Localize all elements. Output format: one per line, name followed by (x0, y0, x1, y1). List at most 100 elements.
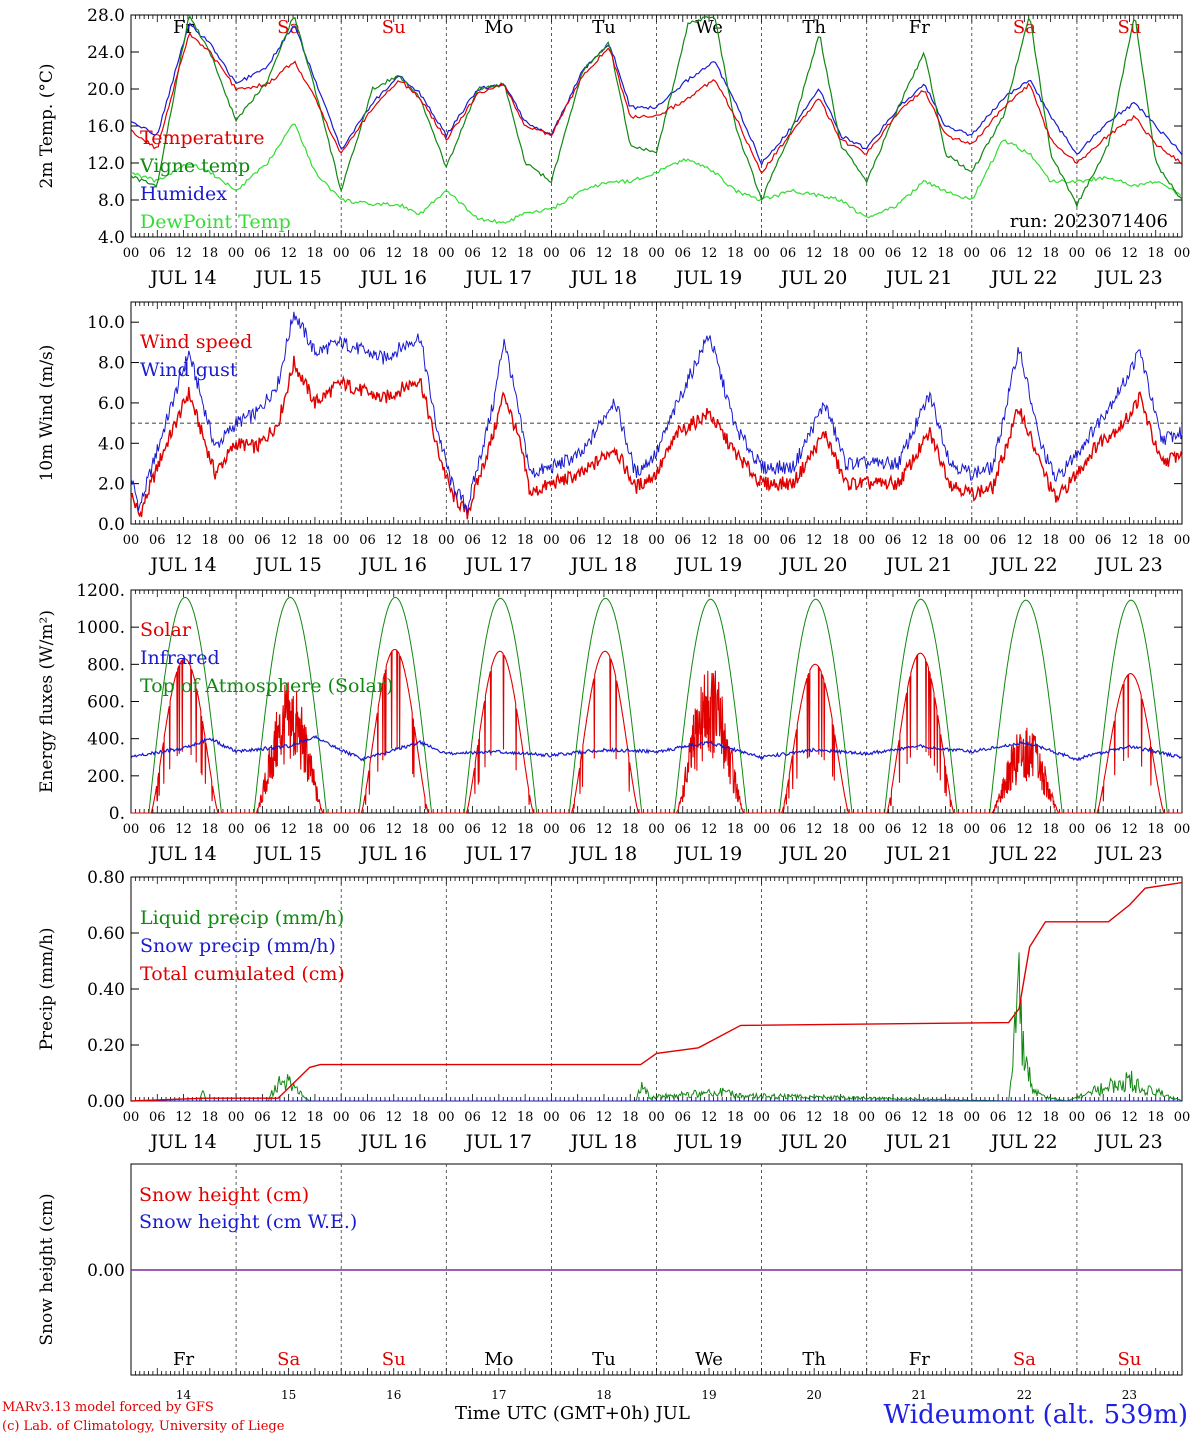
hour-tick-label: 18 (517, 822, 534, 837)
hour-tick-label: 00 (858, 533, 875, 548)
hour-tick-label: 18 (1042, 822, 1059, 837)
hour-tick-label: 12 (385, 533, 402, 548)
legend-entry: Liquid precip (mm/h) (140, 907, 344, 929)
hour-tick-label: 12 (911, 533, 928, 548)
hour-tick-label: 00 (964, 1110, 981, 1125)
day-number-label: 17 (491, 1388, 506, 1402)
series-line-solar (131, 648, 1182, 814)
hour-tick-label: 00 (858, 246, 875, 261)
hour-tick-label: 00 (438, 822, 455, 837)
weekday-label: Mo (484, 1349, 513, 1370)
hour-tick-label: 12 (175, 1110, 192, 1125)
day-label: JUL 15 (253, 554, 321, 576)
hour-tick-label: 18 (412, 533, 429, 548)
hour-tick-label: 12 (1016, 1110, 1033, 1125)
hour-tick-label: 06 (1095, 246, 1112, 261)
model-credits: MARv3.13 model forced by GFS (c) Lab. of… (2, 1398, 284, 1436)
hour-tick-label: 06 (675, 1110, 692, 1125)
y-tick-label: 6.0 (98, 394, 125, 414)
day-number-label: 20 (807, 1388, 822, 1402)
hour-tick-label: 18 (202, 533, 219, 548)
hour-tick-label: 06 (990, 246, 1007, 261)
hour-tick-label: 18 (307, 533, 324, 548)
hour-tick-label: 00 (228, 246, 245, 261)
hour-tick-label: 00 (438, 533, 455, 548)
day-label: JUL 19 (674, 1131, 742, 1153)
hour-tick-label: 06 (149, 246, 166, 261)
hour-tick-label: 00 (543, 822, 560, 837)
day-label: JUL 21 (884, 1131, 952, 1153)
day-label: JUL 19 (674, 267, 742, 289)
hour-tick-label: 18 (622, 246, 639, 261)
hour-tick-label: 00 (438, 246, 455, 261)
hour-tick-label: 06 (1095, 822, 1112, 837)
y-tick-label: 0.0 (98, 515, 125, 535)
legend-entry: Humidex (140, 183, 227, 205)
hour-tick-label: 18 (727, 822, 744, 837)
hour-tick-label: 00 (333, 1110, 350, 1125)
day-label: JUL 23 (1094, 1131, 1162, 1153)
hour-tick-label: 12 (385, 822, 402, 837)
weekday-label: Su (1117, 1349, 1141, 1370)
hour-tick-label: 12 (1121, 246, 1138, 261)
hour-tick-label: 00 (964, 533, 981, 548)
hour-tick-label: 06 (149, 533, 166, 548)
hour-tick-label: 00 (648, 246, 665, 261)
hour-tick-label: 06 (359, 1110, 376, 1125)
day-label: JUL 21 (884, 843, 952, 865)
weekday-label: We (695, 1349, 723, 1370)
weekday-label: Th (802, 1349, 826, 1370)
hour-tick-label: 06 (464, 533, 481, 548)
hour-tick-label: 06 (464, 1110, 481, 1125)
hour-tick-label: 00 (1174, 533, 1191, 548)
y-tick-label: 1000. (76, 618, 125, 638)
hour-tick-label: 18 (307, 246, 324, 261)
y-tick-label: 400. (87, 730, 125, 750)
hour-tick-label: 06 (885, 246, 902, 261)
y-tick-label: 0.00 (87, 1261, 125, 1281)
hour-tick-label: 18 (937, 822, 954, 837)
day-label: JUL 23 (1094, 843, 1162, 865)
day-label: JUL 20 (779, 843, 847, 865)
y-tick-label: 12.0 (87, 154, 125, 174)
y-axis-label: 10m Wind (m/s) (37, 345, 57, 482)
day-label: JUL 18 (569, 1131, 637, 1153)
series-line (130, 123, 1183, 225)
y-tick-label: 8.0 (98, 354, 125, 374)
day-label: JUL 20 (779, 1131, 847, 1153)
hour-tick-label: 06 (359, 822, 376, 837)
day-number-label: 15 (281, 1388, 296, 1402)
hour-tick-label: 18 (832, 822, 849, 837)
credit-line-1: MARv3.13 model forced by GFS (2, 1400, 214, 1415)
hour-tick-label: 00 (1069, 246, 1086, 261)
hour-tick-label: 12 (806, 246, 823, 261)
y-tick-label: 800. (87, 655, 125, 675)
hour-tick-label: 18 (517, 1110, 534, 1125)
day-label: JUL 23 (1094, 267, 1162, 289)
y-tick-label: 0. (109, 804, 125, 824)
day-label: JUL 20 (779, 267, 847, 289)
hour-tick-label: 00 (333, 533, 350, 548)
day-label: JUL 15 (253, 267, 321, 289)
hour-tick-label: 18 (727, 1110, 744, 1125)
hour-tick-label: 06 (675, 246, 692, 261)
legend-entry: Temperature (140, 127, 264, 149)
hour-tick-label: 18 (307, 822, 324, 837)
day-label: JUL 17 (464, 843, 532, 865)
weekday-label: Tu (592, 17, 616, 38)
hour-tick-label: 06 (359, 533, 376, 548)
hour-tick-label: 18 (622, 533, 639, 548)
hour-tick-label: 12 (596, 533, 613, 548)
hour-tick-label: 12 (596, 822, 613, 837)
hour-tick-label: 00 (333, 822, 350, 837)
hour-tick-label: 06 (254, 1110, 271, 1125)
hour-tick-label: 12 (280, 533, 297, 548)
hour-tick-label: 18 (1042, 533, 1059, 548)
day-label: JUL 15 (253, 843, 321, 865)
y-axis-label: 2m Temp. (°C) (37, 63, 57, 188)
day-number-label: 16 (386, 1388, 401, 1402)
hour-tick-label: 00 (543, 533, 560, 548)
hour-tick-label: 12 (280, 246, 297, 261)
hour-tick-label: 12 (175, 246, 192, 261)
hour-tick-label: 06 (569, 1110, 586, 1125)
